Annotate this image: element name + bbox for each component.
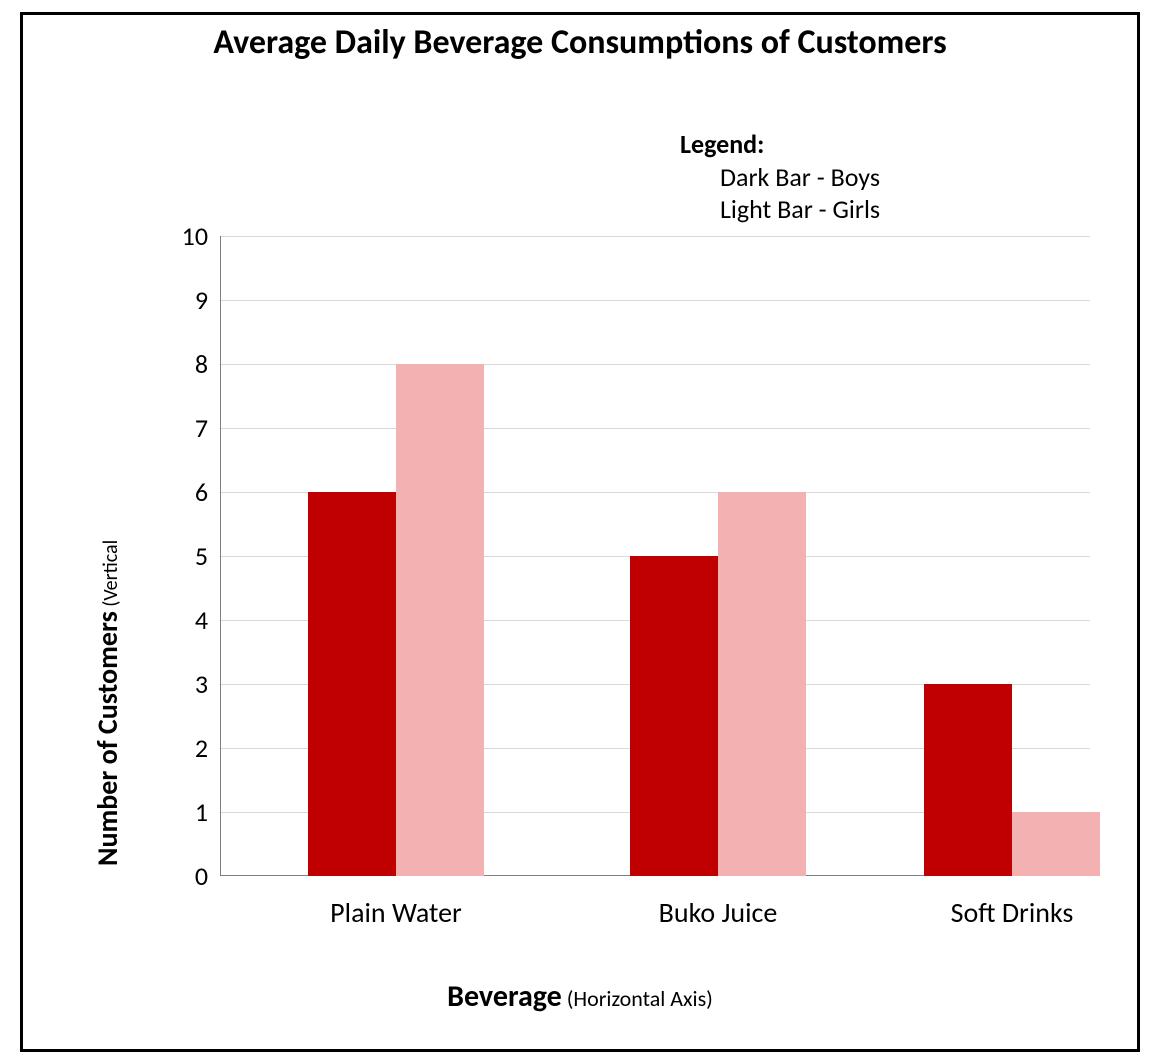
legend: Legend: Dark Bar - Boys Light Bar - Girl… (680, 128, 880, 226)
y-axis-line (220, 236, 221, 876)
y-tick-label: 10 (160, 220, 208, 252)
y-tick-label: 5 (160, 540, 208, 572)
x-category-label: Plain Water (276, 895, 516, 930)
gridline (220, 300, 1090, 301)
gridline (220, 428, 1090, 429)
bar-boys-soft-drinks (924, 684, 1012, 876)
y-tick-label: 1 (160, 796, 208, 828)
y-tick-label: 4 (160, 604, 208, 636)
y-tick-label: 0 (160, 860, 208, 892)
y-tick-label: 7 (160, 412, 208, 444)
gridline (220, 364, 1090, 365)
y-axis-title-sub: (Vertical (99, 540, 123, 611)
plot-area (220, 236, 1090, 876)
x-axis-title-sub: (Horizontal Axis) (562, 985, 713, 1012)
y-tick-label: 6 (160, 476, 208, 508)
legend-item-boys: Dark Bar - Boys (680, 161, 880, 194)
bar-girls-buko-juice (718, 492, 806, 876)
bar-boys-buko-juice (630, 556, 718, 876)
x-axis-title-main: Beverage (447, 978, 562, 1015)
x-axis-title: Beverage (Horizontal Axis) (0, 978, 1160, 1015)
y-axis-title: Number of Customers (Vertical (90, 540, 125, 866)
bar-girls-plain-water (396, 364, 484, 876)
gridline (220, 236, 1090, 237)
x-category-label: Soft Drinks (892, 895, 1132, 930)
chart-title: Average Daily Beverage Consumptions of C… (0, 22, 1160, 63)
x-category-label: Buko Juice (598, 895, 838, 930)
bar-boys-plain-water (308, 492, 396, 876)
bar-girls-soft-drinks (1012, 812, 1100, 876)
y-tick-label: 9 (160, 284, 208, 316)
y-axis-title-main: Number of Customers (90, 611, 125, 866)
y-tick-label: 2 (160, 732, 208, 764)
y-tick-label: 3 (160, 668, 208, 700)
legend-title: Legend: (680, 128, 880, 161)
chart-frame: Average Daily Beverage Consumptions of C… (0, 0, 1160, 1064)
y-tick-label: 8 (160, 348, 208, 380)
legend-item-girls: Light Bar - Girls (680, 193, 880, 226)
